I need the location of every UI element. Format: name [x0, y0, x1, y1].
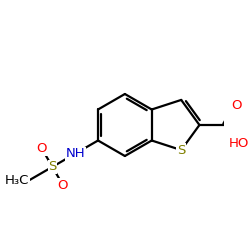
Text: O: O	[58, 178, 68, 192]
Text: O: O	[232, 99, 242, 112]
Text: S: S	[177, 144, 186, 156]
Text: NH: NH	[66, 147, 85, 160]
Text: O: O	[36, 142, 47, 155]
Text: S: S	[48, 160, 56, 173]
Text: HO: HO	[228, 137, 249, 150]
Text: H₃C: H₃C	[5, 174, 29, 186]
